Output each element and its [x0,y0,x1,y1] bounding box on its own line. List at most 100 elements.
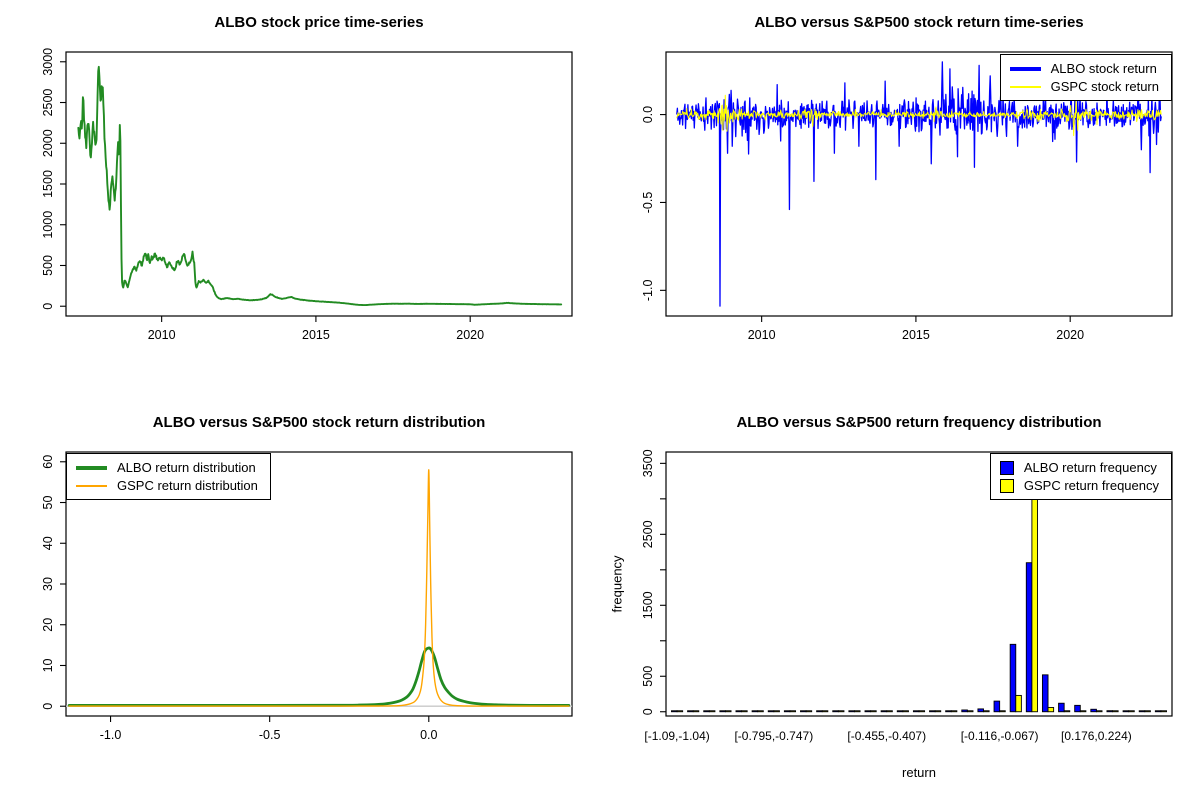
return-timeseries-plot: 2010 2015 2020 0.0 -0.5 -1.0 [641,51,1173,342]
y-tick-label: 0 [41,703,55,710]
bin-label: [0.176,0.224) [1061,729,1132,743]
bar-gspc [902,710,909,713]
bar-gspc [1063,710,1071,713]
bar-gspc [724,710,732,713]
bin-label: [-0.795,-0.747) [734,729,813,743]
legend-line-swatch [76,465,107,470]
x-tick-label: 2020 [1056,328,1084,342]
legend-item: GSPC return distribution [76,478,258,493]
y-tick-label: 2500 [41,89,55,117]
bar-gspc [1112,710,1119,713]
panel-title: ALBO stock price time-series [214,14,424,31]
bar-albo [912,710,920,713]
bar-albo [848,710,855,713]
legend-item: ALBO stock return [1009,61,1159,76]
return-frequency-legend: ALBO return frequency GSPC return freque… [989,453,1172,500]
bar-gspc [708,710,716,713]
y-tick-label: 0.0 [641,106,655,123]
bar-gspc [773,710,780,713]
bar-albo [735,710,743,713]
bar-albo [945,710,952,713]
x-tick-label: 2015 [902,328,930,342]
bar-albo [977,708,984,713]
y-tick-label: 1500 [41,170,55,198]
y-tick-label: 2000 [41,129,55,157]
y-tick-label: 1000 [41,211,55,239]
bar-gspc [999,710,1006,713]
y-tick-label: 3000 [41,48,55,76]
bar-gspc [918,710,926,713]
legend-label: GSPC return distribution [117,478,258,493]
x-tick-label: -1.0 [100,728,122,742]
panel-return-distribution: ALBO versus S&P500 stock return distribu… [0,400,600,800]
plot-box [665,51,1173,317]
bar-gspc [1031,494,1038,713]
bar-albo [896,710,904,713]
y-tick-label: 0 [41,303,55,310]
legend-label: GSPC stock return [1050,79,1159,94]
legend-line-swatch [1009,66,1041,71]
x-tick-label: 2020 [456,328,484,342]
x-tick-label: -0.5 [259,728,281,742]
bar-albo [1122,710,1130,713]
bar-albo [1138,710,1146,713]
y-tick-label: 10 [41,658,55,672]
y-tick-label: 500 [41,255,55,276]
bar-gspc [1160,710,1167,713]
bar-gspc [821,710,829,713]
bar-gspc [1144,710,1151,713]
return-distribution-plot: -1.0 -0.5 0.0 0 10 20 30 40 50 60 [41,451,573,742]
bar-gspc [983,710,990,713]
bar-albo [671,710,678,713]
y-tick-label: -0.5 [641,192,655,214]
bar-albo [783,710,791,713]
legend-line-swatch [1009,85,1041,88]
x-tick-label: 2010 [748,328,776,342]
bar-gspc [741,710,748,713]
bar-albo [1058,702,1065,713]
bar-albo [719,710,726,713]
bar-albo [961,709,968,713]
bar-albo [1154,710,1162,713]
gspc-return-distribution-line [68,469,570,707]
y-tick-label: 30 [41,577,55,591]
y-tick-label: 1500 [641,591,655,619]
panel-title: ALBO versus S&P500 stock return time-ser… [754,14,1084,31]
bar-gspc [1047,707,1055,713]
return-distribution-legend: ALBO return distribution GSPC return dis… [66,453,271,500]
y-axis-label-frequency: frequency [609,555,625,613]
y-tick-label: 40 [41,536,55,550]
y-tick-label: 50 [41,496,55,510]
series-layer [671,494,1167,713]
y-tick-label: 20 [41,618,55,632]
legend-label: GSPC return frequency [1023,478,1159,493]
panel-title: ALBO versus S&P500 return frequency dist… [736,414,1102,431]
bar-albo [1009,643,1017,713]
return-timeseries-legend: ALBO stock return GSPC stock return [999,54,1172,101]
bar-albo [751,710,759,713]
legend-square-swatch [999,478,1014,493]
legend-item: GSPC stock return [1009,79,1159,94]
bar-gspc [1015,694,1022,713]
legend-item: GSPC return frequency [999,478,1159,493]
bar-albo [832,710,839,713]
bar-albo [816,710,823,713]
bin-label: [-1.09,-1.04) [644,729,709,743]
panel-title: ALBO versus S&P500 stock return distribu… [152,414,486,431]
legend-item: ALBO return distribution [76,460,258,475]
y-tick-label: -1.0 [641,280,655,302]
panel-return-frequency: ALBO versus S&P500 return frequency dist… [600,400,1200,800]
legend-line-swatch [76,484,107,487]
bar-gspc [854,710,861,713]
bar-albo [929,710,936,713]
gspc-stock-return-line [676,94,1162,137]
legend-label: ALBO return distribution [117,460,256,475]
plot-box [665,451,1173,717]
series-layer [66,469,572,707]
bar-albo [1025,562,1033,713]
bar-gspc [870,710,877,713]
bar-albo [864,710,872,713]
bar-gspc [805,710,813,713]
panel-return-timeseries: ALBO versus S&P500 stock return time-ser… [600,0,1200,400]
